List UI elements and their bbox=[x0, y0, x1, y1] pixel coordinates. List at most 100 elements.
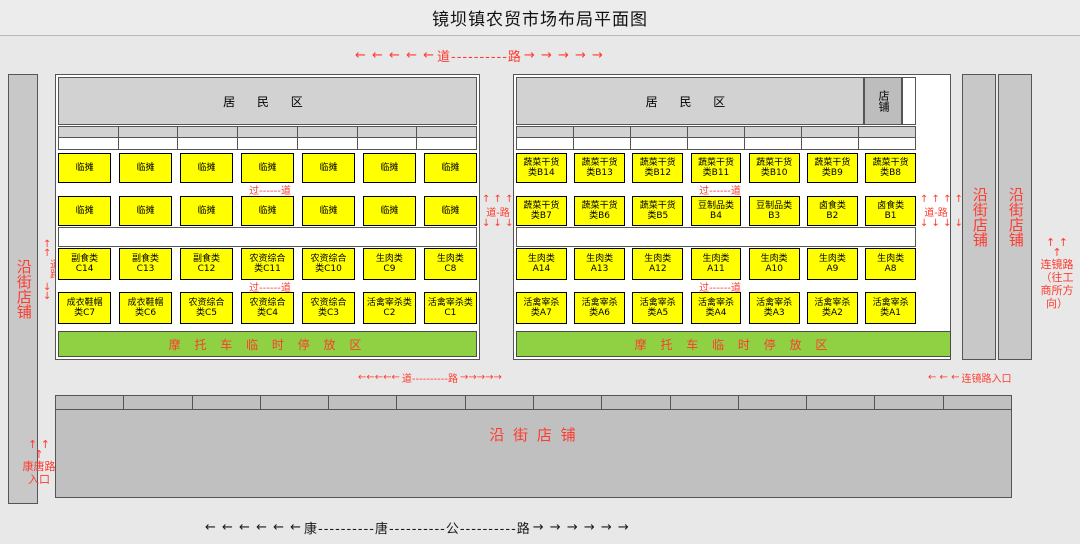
stall-category: 活禽宰杀 bbox=[872, 297, 909, 308]
stall-类C10[interactable]: 农资综合 类C10 bbox=[301, 248, 356, 280]
residential-zone-left: 居 民 区 bbox=[58, 77, 477, 125]
stall-category: 活禽宰杀 bbox=[814, 297, 851, 308]
stall-temp-临摊[interactable]: 临摊 bbox=[179, 196, 234, 226]
stall-类B7[interactable]: 蔬菜干货 类B7 bbox=[516, 196, 567, 226]
stall-C2[interactable]: 活禽宰杀类 C2 bbox=[362, 292, 416, 324]
stall-temp-临摊[interactable]: 临摊 bbox=[118, 153, 173, 183]
stall-类B10[interactable]: 蔬菜干货 类B10 bbox=[748, 153, 800, 183]
inner-left-road-label: 道-路 bbox=[486, 208, 510, 219]
stall-category: 农资综合 bbox=[310, 253, 347, 264]
stall-类C4[interactable]: 农资综合 类C4 bbox=[240, 292, 295, 324]
stall-C1[interactable]: 活禽宰杀类 C1 bbox=[423, 292, 477, 324]
stall-temp-临摊[interactable]: 临摊 bbox=[240, 153, 295, 183]
stall-temp-临摊[interactable]: 临摊 bbox=[362, 196, 416, 226]
stall-B3[interactable]: 豆制品类 B3 bbox=[748, 196, 800, 226]
street-shops-right-inner-label: 沿街店铺 bbox=[970, 187, 989, 247]
inner-left-vertical-road: ↑ ↑ ↑ ↑ 道-路 ↓ ↓ ↓ ↓ bbox=[482, 194, 526, 229]
stall-类A4[interactable]: 活禽宰杀 类A4 bbox=[690, 292, 742, 324]
stall-code: 类B14 bbox=[528, 168, 555, 178]
stall-temp-临摊[interactable]: 临摊 bbox=[240, 196, 295, 226]
stall-类A1[interactable]: 活禽宰杀 类A1 bbox=[865, 292, 916, 324]
stall-temp-临摊[interactable]: 临摊 bbox=[58, 196, 112, 226]
stall-A13[interactable]: 生肉类 A13 bbox=[574, 248, 625, 280]
stall-category: 农资综合 bbox=[249, 297, 286, 308]
stall-类B12[interactable]: 蔬菜干货 类B12 bbox=[632, 153, 684, 183]
stall-A14[interactable]: 生肉类 A14 bbox=[516, 248, 567, 280]
stall-C14[interactable]: 副食类 C14 bbox=[58, 248, 112, 280]
stall-temp-临摊[interactable]: 临摊 bbox=[362, 153, 416, 183]
stall-A9[interactable]: 生肉类 A9 bbox=[807, 248, 858, 280]
stall-类B11[interactable]: 蔬菜干货 类B11 bbox=[690, 153, 742, 183]
stall-temp-临摊[interactable]: 临摊 bbox=[118, 196, 173, 226]
stall-类A6[interactable]: 活禽宰杀 类A6 bbox=[574, 292, 625, 324]
stall-category: 蔬菜干货 bbox=[581, 157, 618, 168]
stall-temp-临摊[interactable]: 临摊 bbox=[179, 153, 234, 183]
stall-B1[interactable]: 卤食类 B1 bbox=[865, 196, 916, 226]
stall-code: 类A7 bbox=[530, 308, 552, 318]
stall-category: 生肉类 bbox=[702, 253, 730, 264]
stall-类A3[interactable]: 活禽宰杀 类A3 bbox=[748, 292, 800, 324]
stall-B4[interactable]: 豆制品类 B4 bbox=[690, 196, 742, 226]
stall-类B6[interactable]: 蔬菜干货 类B6 bbox=[574, 196, 625, 226]
stall-code: 类B10 bbox=[760, 168, 788, 178]
stall-类C6[interactable]: 成衣鞋帽 类C6 bbox=[118, 292, 173, 324]
lianjing-direction: ↑ ↑ ↑ 连镜路（往工商所方向） bbox=[1036, 237, 1078, 310]
stall-A10[interactable]: 生肉类 A10 bbox=[748, 248, 800, 280]
stall-code: 类B11 bbox=[702, 168, 730, 178]
stall-category: 卤食类 bbox=[877, 200, 905, 211]
stall-类A2[interactable]: 活禽宰杀 类A2 bbox=[807, 292, 858, 324]
stall-code: A12 bbox=[648, 264, 667, 274]
street-shops-right-outer-panel[interactable]: 沿街店铺 bbox=[998, 74, 1032, 360]
stall-temp-临摊[interactable]: 临摊 bbox=[301, 196, 356, 226]
stall-类A5[interactable]: 活禽宰杀 类A5 bbox=[632, 292, 684, 324]
left-temp-stall-row-1: 临摊 临摊 临摊 临摊 临摊 临摊 临摊 bbox=[58, 153, 477, 183]
stall-category: 生肉类 bbox=[877, 253, 905, 264]
stall-code: 类A4 bbox=[705, 308, 727, 318]
stall-类B9[interactable]: 蔬菜干货 类B9 bbox=[807, 153, 858, 183]
stall-C13[interactable]: 副食类 C13 bbox=[118, 248, 173, 280]
stall-C9[interactable]: 生肉类 C9 bbox=[362, 248, 416, 280]
stall-temp-临摊[interactable]: 临摊 bbox=[423, 196, 477, 226]
stall-类C7[interactable]: 成衣鞋帽 类C7 bbox=[58, 292, 112, 324]
stall-category: 成衣鞋帽 bbox=[127, 297, 164, 308]
stall-类B13[interactable]: 蔬菜干货 类B13 bbox=[574, 153, 625, 183]
street-shops-right-inner-panel[interactable]: 沿街店铺 bbox=[962, 74, 996, 360]
stall-category: 蔬菜干货 bbox=[697, 157, 734, 168]
stall-category: 生肉类 bbox=[644, 253, 672, 264]
stall-temp-临摊[interactable]: 临摊 bbox=[58, 153, 112, 183]
stall-B2[interactable]: 卤食类 B2 bbox=[807, 196, 858, 226]
left-vertical-road-label: 道路 bbox=[47, 259, 59, 279]
stall-A11[interactable]: 生肉类 A11 bbox=[690, 248, 742, 280]
stall-code: C13 bbox=[136, 264, 155, 274]
inner-right-road-label: 道-路 bbox=[924, 208, 948, 219]
stall-类C3[interactable]: 农资综合 类C3 bbox=[301, 292, 356, 324]
right-row-b-upper: 蔬菜干货 类B14 蔬菜干货 类B13 蔬菜干货 类B12 蔬菜干货 类B11 蔬菜干货 类B10… bbox=[516, 153, 916, 183]
stall-temp-临摊[interactable]: 临摊 bbox=[423, 153, 477, 183]
stall-label: 临摊 bbox=[197, 205, 216, 216]
stall-code: 类B13 bbox=[586, 168, 613, 178]
stall-类A7[interactable]: 活禽宰杀 类A7 bbox=[516, 292, 567, 324]
stall-类C11[interactable]: 农资综合 类C11 bbox=[240, 248, 295, 280]
stall-label: 临摊 bbox=[197, 162, 216, 173]
stall-code: 类A3 bbox=[763, 308, 785, 318]
stall-类B14[interactable]: 蔬菜干货 类B14 bbox=[516, 153, 567, 183]
stall-category: 活禽宰杀 bbox=[581, 297, 618, 308]
shop-box[interactable]: 店铺 bbox=[864, 77, 902, 125]
stall-类C5[interactable]: 农资综合 类C5 bbox=[179, 292, 234, 324]
stall-类B8[interactable]: 蔬菜干货 类B8 bbox=[865, 153, 916, 183]
right-aisle-2: 过------道 bbox=[699, 282, 741, 294]
street-shops-left-label: 沿街店铺 bbox=[14, 259, 33, 319]
right-slot-strip-lower bbox=[516, 138, 916, 150]
right-row-a-upper: 生肉类 A14 生肉类 A13 生肉类 A12 生肉类 A11 生肉类 A10 生肉类 A9 生肉类 A8 bbox=[516, 248, 916, 280]
street-shops-left-panel[interactable]: 沿街店铺 bbox=[8, 74, 38, 504]
stall-temp-临摊[interactable]: 临摊 bbox=[301, 153, 356, 183]
stall-label: 临摊 bbox=[136, 205, 155, 216]
stall-A12[interactable]: 生肉类 A12 bbox=[632, 248, 684, 280]
stall-C12[interactable]: 副食类 C12 bbox=[179, 248, 234, 280]
stall-类B5[interactable]: 蔬菜干货 类B5 bbox=[632, 196, 684, 226]
stall-A8[interactable]: 生肉类 A8 bbox=[865, 248, 916, 280]
stall-code: 类B6 bbox=[589, 211, 611, 221]
stall-C8[interactable]: 生肉类 C8 bbox=[423, 248, 477, 280]
stall-category: 卤食类 bbox=[818, 200, 846, 211]
top-road-text: 道----------路 bbox=[437, 50, 522, 65]
